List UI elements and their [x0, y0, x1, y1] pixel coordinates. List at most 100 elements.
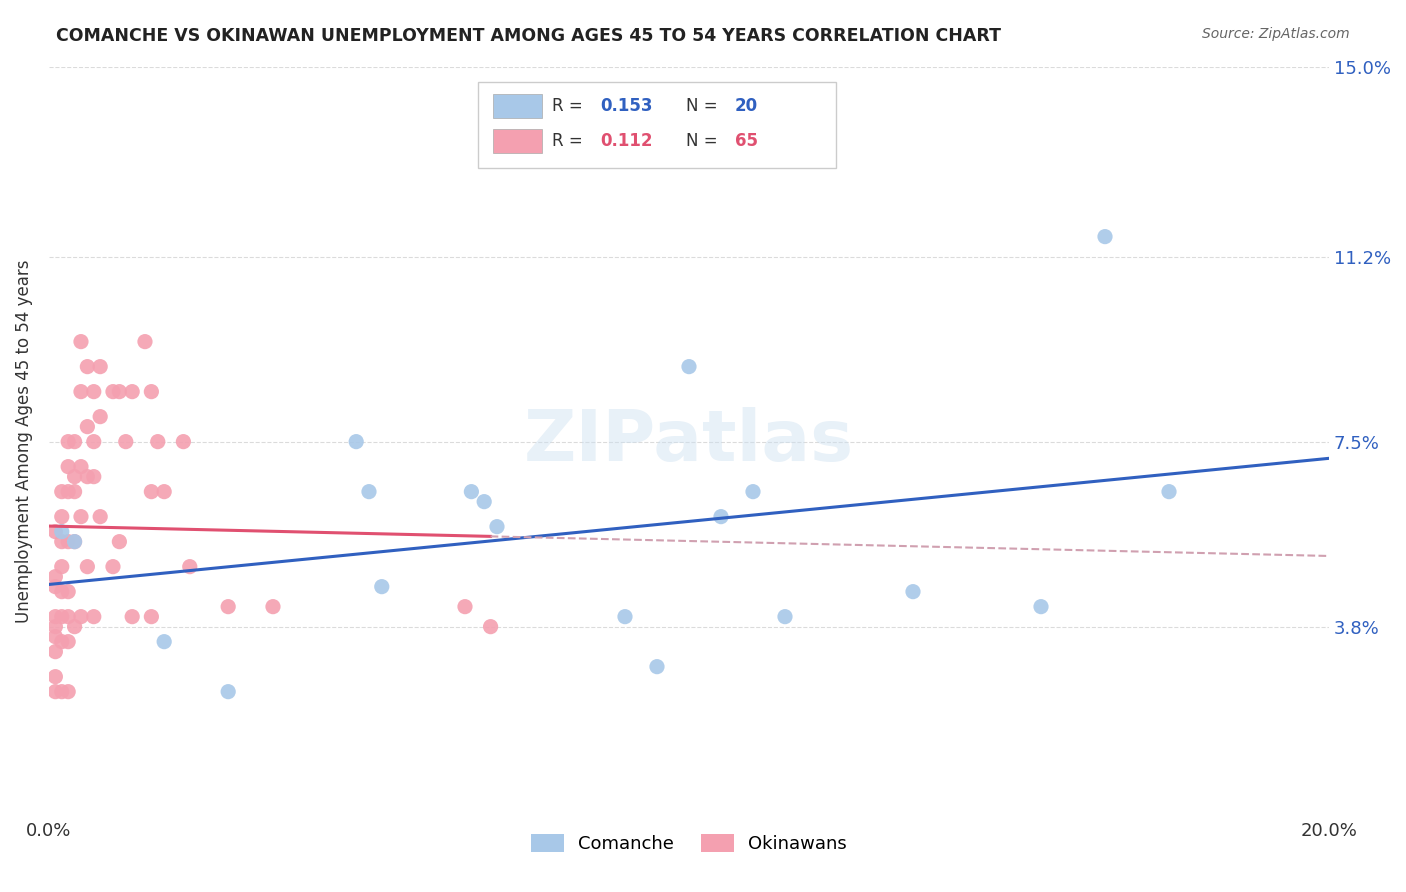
Point — [56, 484, 79, 499]
Point — [1157, 484, 1180, 499]
Y-axis label: Unemployment Among Ages 45 to 54 years: Unemployment Among Ages 45 to 54 years — [15, 260, 32, 624]
Point — [901, 584, 924, 599]
Point — [56, 684, 79, 698]
Point — [44, 580, 66, 594]
Point — [51, 509, 73, 524]
Point — [63, 534, 86, 549]
Point — [56, 634, 79, 648]
Point — [357, 484, 380, 499]
Text: ZIPatlas: ZIPatlas — [524, 407, 853, 476]
Point — [371, 580, 394, 594]
Point — [44, 524, 66, 539]
Point — [678, 359, 700, 374]
Point — [83, 434, 105, 449]
Point — [70, 384, 93, 399]
FancyBboxPatch shape — [478, 81, 837, 168]
Point — [454, 599, 477, 614]
Point — [56, 609, 79, 624]
Point — [56, 584, 79, 599]
Point — [51, 684, 73, 698]
Text: 0.153: 0.153 — [600, 96, 654, 114]
Point — [70, 459, 93, 474]
Point — [63, 484, 86, 499]
Point — [89, 509, 111, 524]
Point — [217, 599, 239, 614]
Point — [63, 434, 86, 449]
Text: 0.112: 0.112 — [600, 132, 654, 150]
Point — [83, 469, 105, 483]
Point — [56, 434, 79, 449]
Point — [153, 484, 176, 499]
Point — [108, 384, 131, 399]
Point — [153, 634, 176, 648]
Point — [76, 559, 98, 574]
Point — [614, 609, 637, 624]
Point — [121, 609, 143, 624]
Point — [44, 684, 66, 698]
Point — [645, 659, 668, 673]
Point — [101, 384, 124, 399]
Point — [172, 434, 194, 449]
Point — [51, 484, 73, 499]
Legend: Comanche, Okinawans: Comanche, Okinawans — [520, 823, 858, 864]
Text: COMANCHE VS OKINAWAN UNEMPLOYMENT AMONG AGES 45 TO 54 YEARS CORRELATION CHART: COMANCHE VS OKINAWAN UNEMPLOYMENT AMONG … — [56, 27, 1001, 45]
Point — [51, 634, 73, 648]
Point — [44, 569, 66, 583]
Point — [262, 599, 284, 614]
FancyBboxPatch shape — [494, 94, 541, 118]
Point — [460, 484, 482, 499]
Text: N =: N = — [686, 132, 723, 150]
Point — [1094, 229, 1116, 244]
Point — [472, 494, 495, 508]
Text: 65: 65 — [735, 132, 758, 150]
Point — [83, 609, 105, 624]
Point — [179, 559, 201, 574]
Point — [344, 434, 367, 449]
Point — [51, 534, 73, 549]
Point — [83, 384, 105, 399]
Point — [56, 459, 79, 474]
Point — [76, 469, 98, 483]
Point — [44, 645, 66, 659]
Point — [63, 620, 86, 634]
Point — [101, 559, 124, 574]
Point — [63, 469, 86, 483]
Point — [63, 534, 86, 549]
Point — [70, 509, 93, 524]
Point — [479, 620, 502, 634]
Point — [141, 384, 163, 399]
Point — [44, 620, 66, 634]
Text: 20: 20 — [735, 96, 758, 114]
Point — [76, 419, 98, 434]
Point — [89, 409, 111, 424]
Point — [76, 359, 98, 374]
Point — [44, 609, 66, 624]
Point — [121, 384, 143, 399]
Point — [44, 630, 66, 644]
Point — [217, 684, 239, 698]
Point — [56, 534, 79, 549]
Point — [134, 334, 156, 349]
Point — [70, 609, 93, 624]
Point — [1029, 599, 1052, 614]
Point — [485, 519, 508, 533]
Point — [89, 359, 111, 374]
Point — [141, 609, 163, 624]
Point — [141, 484, 163, 499]
Point — [70, 334, 93, 349]
Text: Source: ZipAtlas.com: Source: ZipAtlas.com — [1202, 27, 1350, 41]
Text: N =: N = — [686, 96, 723, 114]
Point — [51, 559, 73, 574]
Point — [710, 509, 733, 524]
Point — [742, 484, 765, 499]
Point — [773, 609, 796, 624]
Point — [44, 670, 66, 684]
Text: R =: R = — [553, 132, 588, 150]
Point — [51, 584, 73, 599]
Text: R =: R = — [553, 96, 588, 114]
Point — [146, 434, 169, 449]
Point — [51, 524, 73, 539]
Point — [108, 534, 131, 549]
Point — [114, 434, 136, 449]
FancyBboxPatch shape — [494, 128, 541, 153]
